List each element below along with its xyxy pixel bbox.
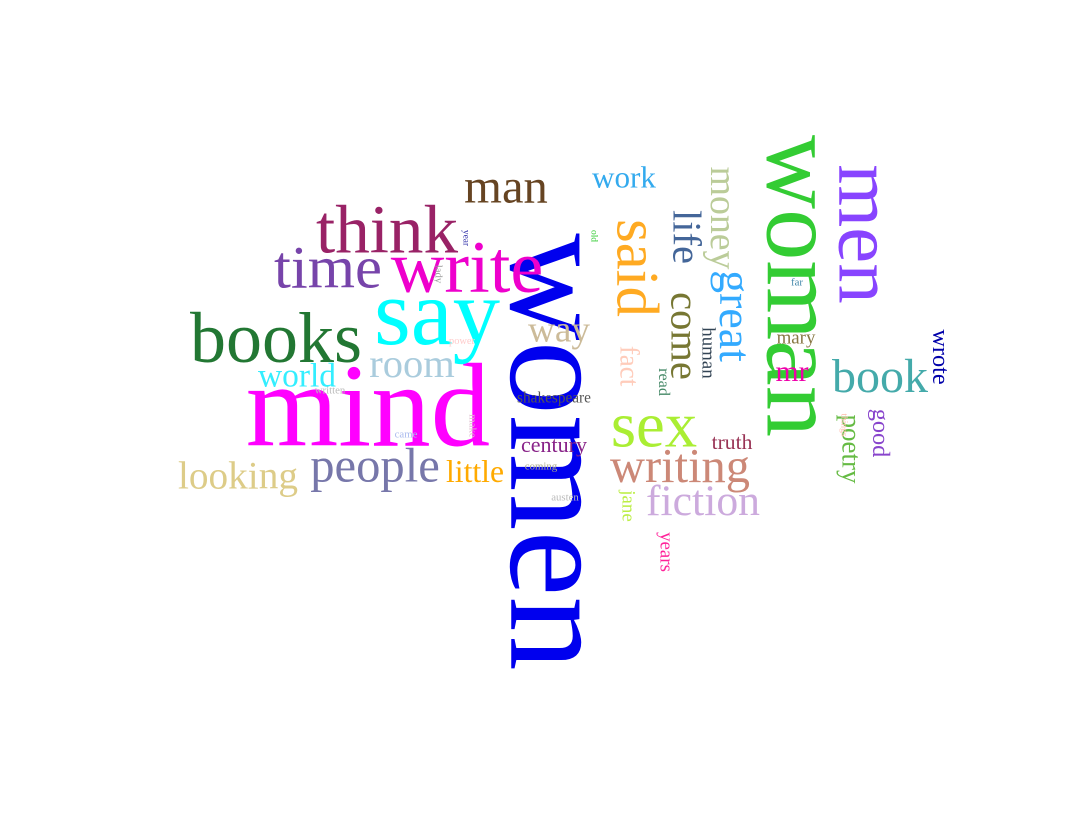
word-looking: looking (178, 454, 298, 498)
word-far: far (791, 276, 803, 289)
word-shakespeare: shakespeare (517, 389, 591, 407)
word-wrote: wrote (927, 329, 955, 385)
word-great: great (709, 270, 761, 362)
word-book: book (832, 350, 928, 403)
word-time: time (274, 234, 382, 302)
word-year: year (460, 229, 471, 247)
word-people: people (310, 438, 440, 493)
word-truth: truth (711, 430, 753, 455)
word-lady: lady (432, 264, 445, 284)
word-make: make (466, 414, 479, 438)
word-mind: mind (245, 339, 491, 472)
word-books: books (190, 298, 362, 379)
word-world: world (258, 357, 336, 395)
word-sex: sex (610, 389, 698, 462)
word-coming: coming (524, 460, 558, 473)
word-human: human (697, 327, 719, 379)
word-men: men (821, 164, 912, 304)
word-money: money (701, 166, 744, 270)
word-written: written (314, 384, 346, 397)
word-old: old (588, 229, 599, 243)
word-good: good (867, 408, 895, 458)
word-way: way (528, 309, 590, 351)
word-writing: writing (610, 439, 750, 493)
word-man: man (464, 159, 548, 214)
word-said: said (603, 219, 671, 317)
word-little: little (446, 454, 504, 490)
word-write: write (390, 226, 544, 309)
word-work: work (592, 159, 656, 195)
word-fact: fact (614, 345, 645, 387)
word-mr: mr (775, 356, 809, 389)
word-read: read (655, 368, 674, 396)
word-say: say (374, 260, 500, 365)
word-austen: austen (551, 491, 579, 504)
word-mary: mary (776, 327, 816, 349)
word-fiction: fiction (646, 477, 760, 526)
word-think: think (316, 190, 458, 268)
word-years: years (655, 532, 677, 572)
word-life: life (664, 210, 710, 264)
word-jane: jane (617, 490, 639, 522)
word-power: power (449, 335, 475, 347)
word-things: things (838, 413, 849, 437)
word-century: century (521, 431, 587, 457)
word-room: room (369, 340, 455, 386)
word-came: came (394, 428, 418, 441)
